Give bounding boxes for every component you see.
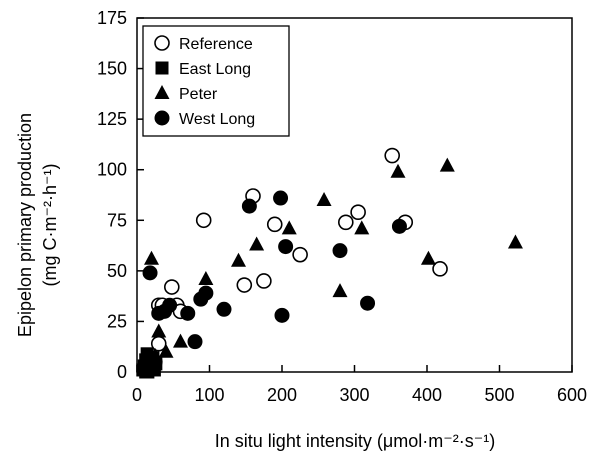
x-tick-label: 400 [412,385,442,405]
data-point [198,270,214,285]
legend-marker [154,110,170,126]
x-tick-label: 300 [339,385,369,405]
data-points [136,147,523,379]
data-point [231,252,246,267]
data-point [195,212,212,229]
data-point [158,343,174,358]
legend-label: West Long [179,111,255,128]
x-tick-label: 0 [132,385,142,405]
data-point [236,277,253,293]
x-tick-label: 100 [194,385,224,405]
legend-marker [154,85,170,99]
legend-label: Peter [179,86,218,103]
data-point [144,250,159,265]
x-tick-label: 600 [557,385,587,405]
data-point [162,297,178,313]
data-point [391,218,407,234]
data-point [281,220,297,235]
data-point [173,333,188,348]
data-point [266,216,283,233]
x-tick-label: 200 [267,385,297,405]
series-peter [144,157,523,362]
data-point [354,220,370,235]
x-tick-label: 500 [484,385,514,405]
y-axis-title-line1: Epipelon primary production [15,113,35,337]
series-reference [150,147,448,352]
legend-label: East Long [179,61,251,78]
plot-area: 0 100 200 300 400 500 600 0 25 50 75 100 125 150 175 [97,8,587,405]
data-point [332,283,348,298]
data-point [164,279,180,295]
y-tick-label: 100 [97,160,127,180]
data-point [273,190,289,206]
data-point [249,236,265,251]
y-tick-label: 125 [97,109,127,129]
y-tick-label: 50 [107,261,127,281]
data-point [142,265,158,281]
y-tick-label: 75 [107,210,127,230]
y-tick-label: 0 [117,362,127,382]
legend-label: Reference [179,36,253,53]
data-point [278,239,294,255]
data-point [187,334,203,350]
data-point [350,204,366,220]
y-axis-title-line2: (mg C·m⁻²·h⁻¹) [40,164,60,287]
data-point [332,243,348,259]
y-tick-label: 175 [97,8,127,28]
data-point [198,285,214,301]
data-point [316,192,332,207]
data-point [151,323,167,338]
data-point [390,163,406,178]
data-point [274,307,290,323]
data-point [439,157,455,172]
data-point [360,295,376,311]
data-point [507,234,523,249]
data-point [180,305,196,321]
data-point [432,261,448,277]
legend-marker [155,61,169,75]
y-tick-label: 25 [107,311,127,331]
x-axis-title: In situ light intensity (μmol·m⁻²·s⁻¹) [215,431,495,451]
data-point [256,273,272,289]
data-point [292,246,308,263]
data-point [337,214,354,231]
legend: Reference East Long Peter West Long [142,25,290,137]
data-point [384,147,401,164]
y-tick-label: 150 [97,59,127,79]
legend-marker [154,35,170,51]
data-point [241,198,257,214]
data-point [147,354,163,370]
data-point [216,301,232,317]
data-point [420,250,436,265]
series-west-long [142,190,407,370]
